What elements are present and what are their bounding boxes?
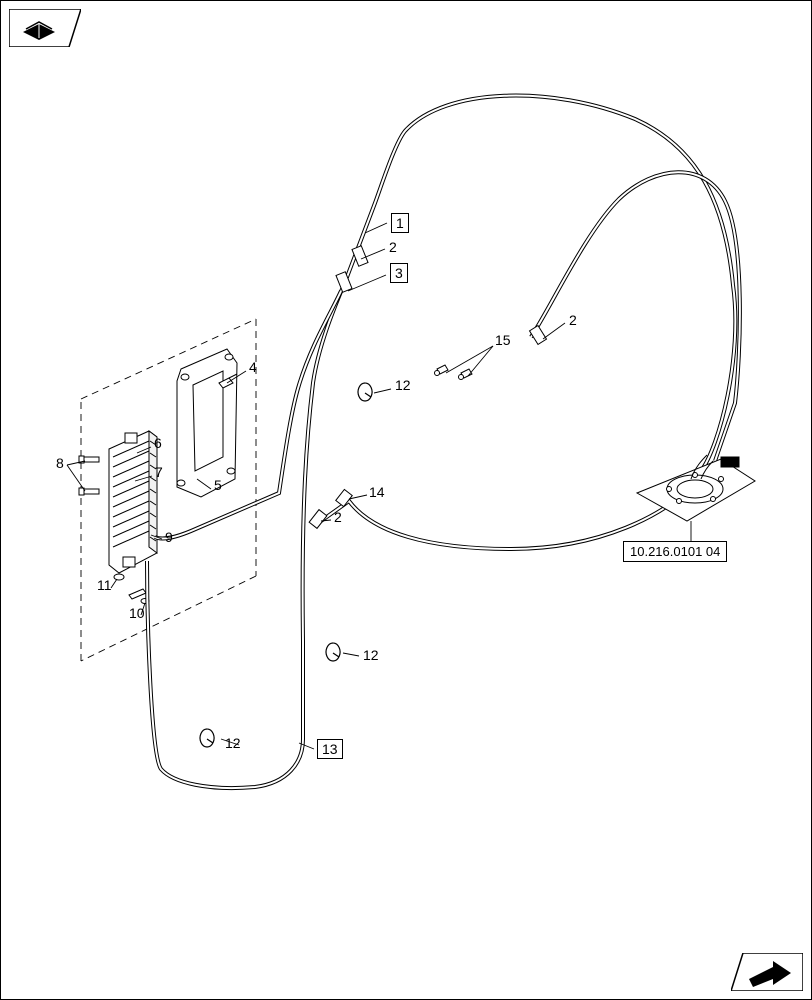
reference-box: 10.216.0101 04: [623, 541, 727, 562]
callout-4: 4: [249, 359, 257, 375]
fuel-sender-unit: [637, 455, 755, 521]
callout-12c: 12: [225, 735, 241, 751]
callout-15: 15: [495, 332, 511, 348]
couplings: [309, 246, 546, 529]
callout-2a: 2: [389, 239, 397, 255]
callout-6: 6: [154, 435, 162, 451]
callout-2c: 2: [334, 509, 342, 525]
small-bolts-15: [435, 365, 473, 380]
callout-9: 9: [165, 529, 173, 545]
callout-7: 7: [155, 464, 163, 480]
callout-14: 14: [369, 484, 385, 500]
callout-1: 1: [391, 213, 409, 233]
nut-washer-lower: [114, 574, 149, 604]
callout-8: 8: [56, 455, 64, 471]
mounting-bracket: [177, 349, 237, 497]
callout-5: 5: [214, 477, 222, 493]
radiator-cooler: [109, 431, 157, 573]
bolt-8-lower: [79, 488, 99, 495]
callout-11: 11: [97, 577, 112, 593]
callout-2b: 2: [569, 312, 577, 328]
callout-13: 13: [317, 739, 343, 759]
diagram-container: 1 2 3 2 15 12 4 6 7 5 8 9 14 2 11 10 12 …: [0, 0, 812, 1000]
callout-10: 10: [129, 605, 145, 621]
diagram-svg: [1, 1, 812, 1000]
callout-12a: 12: [395, 377, 411, 393]
callout-3: 3: [390, 263, 408, 283]
callout-12b: 12: [363, 647, 379, 663]
